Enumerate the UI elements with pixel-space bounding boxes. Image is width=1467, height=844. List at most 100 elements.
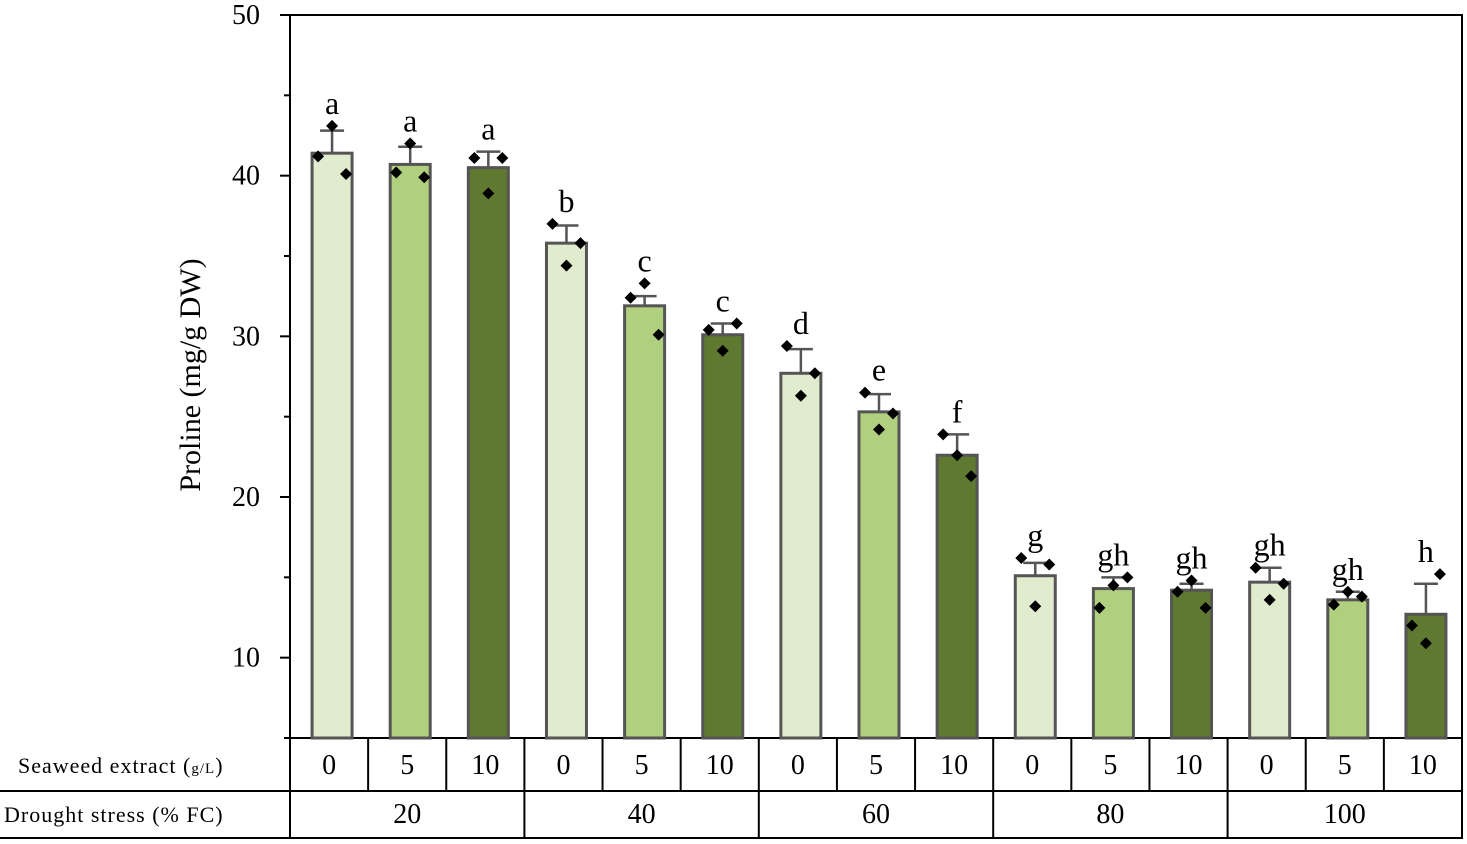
data-point: [482, 187, 495, 200]
data-point: [340, 168, 353, 181]
data-point: [873, 423, 885, 436]
data-point: [1185, 574, 1198, 587]
data-point: [716, 344, 729, 357]
data-point: [965, 470, 978, 483]
seaweed-level-label: 0: [1260, 750, 1274, 781]
data-point: [780, 339, 793, 352]
y-tick-label: 40: [232, 161, 260, 192]
drought-level-label: 60: [862, 799, 890, 830]
bars: [310, 151, 1448, 740]
data-point: [1171, 585, 1184, 598]
bar: [701, 333, 745, 740]
drought-level-label: 20: [393, 799, 421, 830]
data-point: [560, 259, 573, 272]
seaweed-level-label: 10: [706, 750, 734, 781]
data-point: [1121, 571, 1134, 584]
data-point: [937, 428, 950, 441]
data-point: [1263, 593, 1276, 606]
data-points: [312, 119, 1446, 650]
significance-letter: c: [637, 242, 651, 278]
data-point: [1029, 600, 1042, 613]
data-point: [546, 217, 559, 230]
data-point: [702, 323, 715, 336]
significance-letter: h: [1418, 533, 1434, 569]
seaweed-level-label: 5: [635, 750, 649, 781]
data-point: [1043, 558, 1056, 571]
bar: [388, 162, 432, 740]
bar: [1013, 574, 1057, 740]
data-point: [624, 291, 637, 304]
bar: [623, 304, 667, 740]
data-point: [1093, 601, 1106, 614]
data-point: [496, 151, 509, 164]
significance-letters: a a a b c c d e f g gh gh gh gh h: [325, 85, 1434, 587]
bar: [779, 371, 823, 740]
data-point: [652, 328, 665, 341]
data-point: [1419, 637, 1432, 650]
seaweed-level-label: 0: [322, 750, 336, 781]
bar: [466, 166, 510, 740]
significance-letter: a: [481, 111, 495, 147]
data-point: [390, 166, 403, 179]
data-point: [404, 137, 417, 150]
data-point: [1327, 598, 1340, 611]
data-point: [1277, 577, 1290, 590]
data-point: [1433, 568, 1446, 581]
significance-letter: gh: [1097, 536, 1129, 572]
data-point: [326, 119, 339, 132]
data-point: [1355, 590, 1368, 603]
data-point: [808, 367, 821, 380]
data-point: [1015, 552, 1028, 565]
data-point: [574, 237, 587, 250]
data-point: [638, 277, 651, 290]
bar: [1326, 598, 1370, 740]
drought-row-label: Drought stress (% FC): [4, 802, 224, 827]
y-tick-label: 50: [232, 0, 260, 31]
bar: [1404, 612, 1448, 740]
seaweed-level-label: 0: [1025, 750, 1039, 781]
data-point: [1405, 619, 1418, 632]
bar: [1170, 588, 1214, 740]
significance-letter: b: [558, 183, 574, 219]
significance-letter: e: [872, 352, 886, 388]
drought-level-label: 40: [628, 799, 656, 830]
significance-letter: g: [1027, 517, 1043, 553]
data-point: [1341, 585, 1354, 598]
data-point: [951, 449, 964, 462]
seaweed-level-label: 10: [1409, 750, 1437, 781]
data-point: [1107, 579, 1120, 592]
bar: [1248, 580, 1292, 740]
seaweed-level-label: 10: [471, 750, 499, 781]
seaweed-level-label: 10: [940, 750, 968, 781]
seaweed-level-label: 5: [869, 750, 883, 781]
seaweed-level-label: 10: [1175, 750, 1203, 781]
drought-level-label: 100: [1324, 799, 1366, 830]
significance-letter: a: [403, 103, 417, 139]
data-point: [730, 317, 743, 330]
bar: [935, 453, 979, 740]
y-tick-label: 20: [232, 482, 260, 513]
seaweed-level-label: 5: [1338, 750, 1352, 781]
significance-letter: gh: [1254, 527, 1286, 563]
data-point: [794, 389, 807, 402]
y-tick-label: 30: [232, 321, 260, 352]
seaweed-level-label: 5: [400, 750, 414, 781]
data-point: [468, 151, 481, 164]
significance-letter: gh: [1332, 551, 1364, 587]
data-point: [312, 150, 325, 163]
data-point: [1199, 601, 1212, 614]
y-axis-label: Proline (mg/g DW): [174, 258, 207, 491]
drought-level-label: 80: [1096, 799, 1124, 830]
bar: [544, 241, 588, 740]
seaweed-level-label: 0: [556, 750, 570, 781]
significance-letter: gh: [1176, 540, 1208, 576]
seaweed-level-label: 0: [791, 750, 805, 781]
seaweed-row-label: Seaweed extract (g/L): [18, 753, 224, 778]
data-point: [887, 407, 899, 420]
data-point: [418, 171, 431, 184]
bar: [857, 410, 901, 740]
treatment-table: Seaweed extract (g/L) Drought stress (% …: [4, 738, 1437, 838]
significance-letter: c: [716, 282, 730, 318]
significance-letter: d: [793, 305, 809, 341]
